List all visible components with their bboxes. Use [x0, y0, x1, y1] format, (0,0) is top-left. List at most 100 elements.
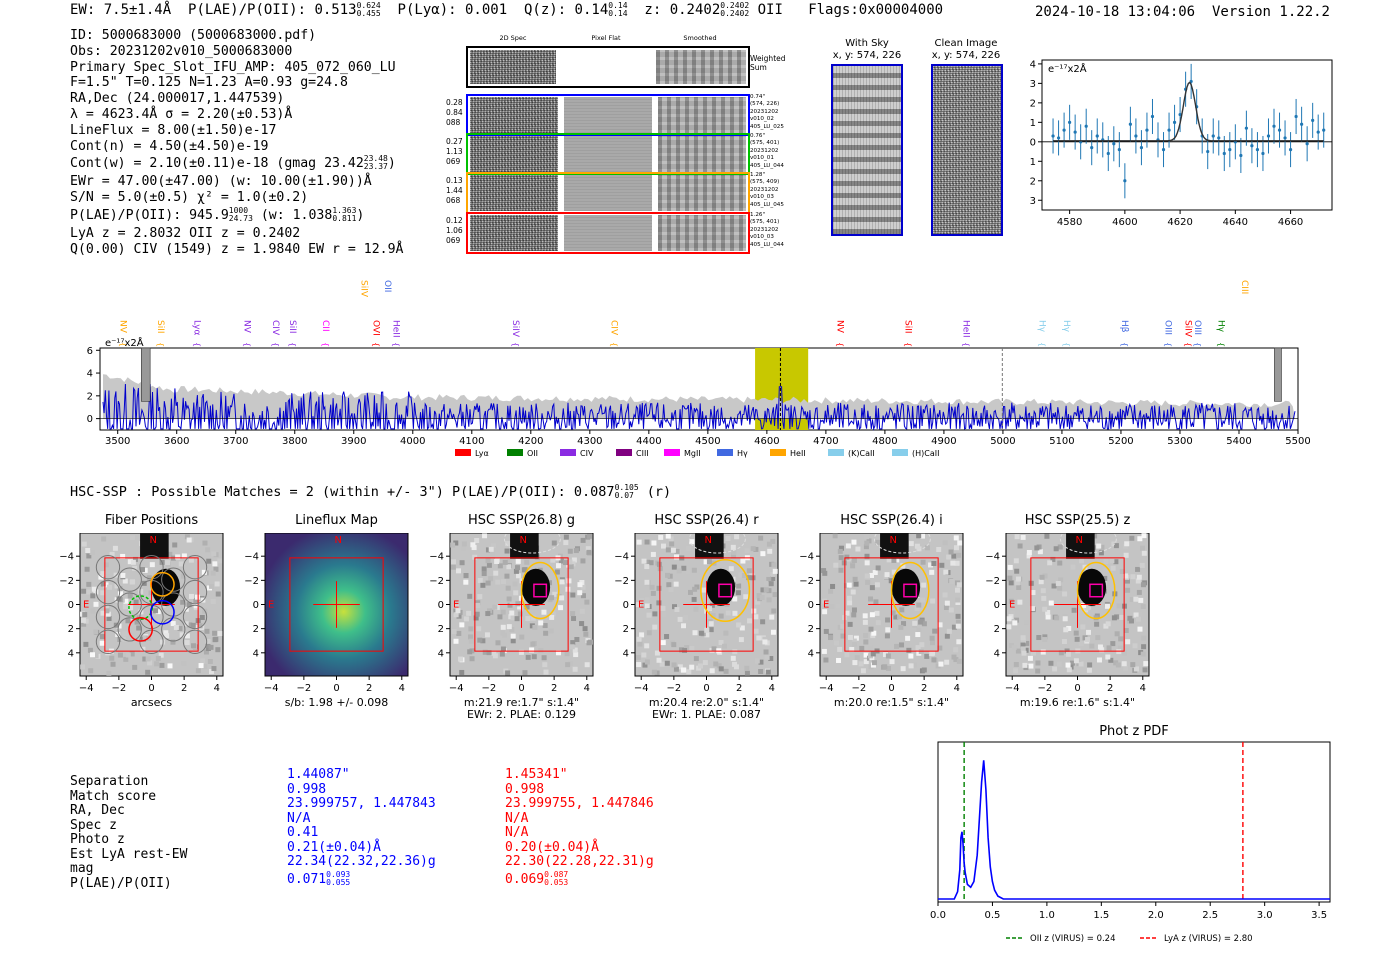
hsc-pixel [863, 639, 869, 645]
col-label-smoothed: Smoothed [683, 34, 717, 42]
hsc-pixel [1048, 600, 1054, 606]
hsc-pixel [158, 652, 164, 658]
hsc-pixel [955, 623, 961, 629]
hsc-panel-title: Fiber Positions [104, 513, 199, 528]
spectrum-line-tick: { [961, 342, 970, 347]
hsc-pixel [686, 669, 692, 675]
hsc-pixel [916, 533, 922, 539]
hsc-pixel [1008, 642, 1014, 648]
zoom-point [1288, 148, 1293, 152]
hsc-pixel [82, 612, 88, 618]
hsc-pixel [871, 660, 877, 666]
hsc-pixel [753, 546, 759, 552]
hsc-pixel [893, 614, 899, 620]
hsc-pixel [671, 604, 677, 610]
hsc-pixel [709, 602, 715, 608]
hsc-pixel [1014, 580, 1020, 586]
hsc-ytick-label: −2 [985, 576, 1000, 587]
hsc-pixel [145, 656, 151, 662]
legend-label: CIII [636, 449, 649, 458]
hsc-pixel [1123, 552, 1129, 558]
spectrum-xtick-label: 4200 [518, 436, 543, 447]
fiber-right-info: 0.76" (575, 401) 20231202 v010_01 405_LU_044 [750, 133, 784, 170]
hsc-pixel [951, 553, 957, 559]
hsc-pixel [929, 569, 935, 575]
hsc-pixel [942, 592, 948, 598]
match-value: N/A [505, 825, 529, 840]
hsc-pixel [644, 603, 650, 609]
hsc-pixel [1117, 645, 1123, 651]
hsc-pixel [200, 658, 206, 664]
spectrum-line-label: SiIV [1182, 320, 1192, 338]
hsc-pixel [644, 597, 650, 603]
zoom-gaussian-fit [1053, 81, 1324, 142]
hsc-pixel [1013, 661, 1019, 667]
hsc-pixel [736, 583, 742, 589]
hsc-pixel [841, 560, 847, 566]
hsc-pixel [839, 545, 845, 551]
hsc-pixel [184, 534, 190, 540]
fiber-stat: 068 [446, 196, 461, 205]
hsc-pixel [908, 653, 914, 659]
fiber-smoothed [658, 215, 746, 251]
hsc-pixel [894, 557, 900, 563]
spectrum-xtick-label: 5300 [1167, 436, 1192, 447]
zoom-point [1250, 144, 1254, 148]
hsc-ytick-label: −4 [985, 552, 1000, 563]
hsc-pixel [107, 584, 113, 590]
hsc-pixel [1023, 619, 1029, 625]
spectrum-line-label: Hγ [1215, 320, 1225, 333]
zoom-point [1095, 134, 1099, 138]
hsc-panel-caption: m:20.0 re:1.5" s:1.4" [833, 696, 950, 709]
hsc-pixel [154, 661, 160, 667]
hsc-pixel [730, 655, 736, 661]
hsc-pixel [207, 659, 213, 665]
hsc-pixel [1135, 616, 1141, 622]
header-datetime: 2024-10-18 13:04:06 [1034, 4, 1196, 20]
hsc-pixel [469, 656, 475, 662]
hsc-pixel [931, 560, 937, 566]
hsc-pixel [669, 541, 675, 547]
hsc-pixel [1022, 662, 1028, 668]
hsc-pixel [703, 559, 709, 565]
zoom-point [1128, 122, 1132, 126]
hsc-pixel [937, 645, 943, 651]
zoom-point [1167, 128, 1171, 132]
hsc-pixel [946, 628, 952, 634]
hsc-pixel [568, 660, 574, 666]
hsc-ytick-label: 2 [623, 624, 629, 635]
hsc-pixel [1024, 640, 1030, 646]
spectrum-ytick-label: 2 [87, 391, 93, 402]
hsc-xtick-label: 2 [736, 683, 742, 694]
hsc-pixel [898, 624, 904, 630]
fiber-circle [95, 604, 121, 630]
hsc-pixel [123, 656, 129, 662]
match-labels: Separation Match score RA, Dec Spec z Photo … [70, 774, 187, 891]
hsc-pixel [573, 548, 579, 554]
hsc-pixel [84, 566, 90, 572]
hsc-pixel [851, 539, 857, 545]
hsc-pixel [459, 669, 465, 675]
hsc-pixel [554, 569, 560, 575]
hsc-pixel [123, 598, 129, 604]
hsc-pixel [708, 627, 714, 633]
fiber-left-stats: 0.13 1.44 068 [446, 176, 463, 206]
hsc-pixel [732, 610, 738, 616]
hsc-pixel [1135, 566, 1141, 572]
hsc-pixel [767, 548, 773, 554]
hsc-pixel [1125, 587, 1131, 593]
hsc-pixel [1037, 549, 1043, 555]
hsc-pixel [686, 545, 692, 551]
hsc-pixel [850, 563, 856, 569]
hsc-pixel [110, 661, 116, 667]
hsc-pixel [1124, 578, 1130, 584]
spectrum-xtick-label: 3800 [282, 436, 307, 447]
spectrum-line-tick: { [321, 342, 330, 347]
header-z-range: 0.2402 0.2402 [720, 1, 750, 18]
hsc-pixel [885, 627, 891, 633]
hsc-pixel [1081, 602, 1087, 608]
hsc-pixel [1086, 667, 1092, 673]
hsc-pixel [139, 567, 145, 573]
hsc-pixel [538, 620, 544, 626]
hsc-pixel [506, 564, 512, 570]
